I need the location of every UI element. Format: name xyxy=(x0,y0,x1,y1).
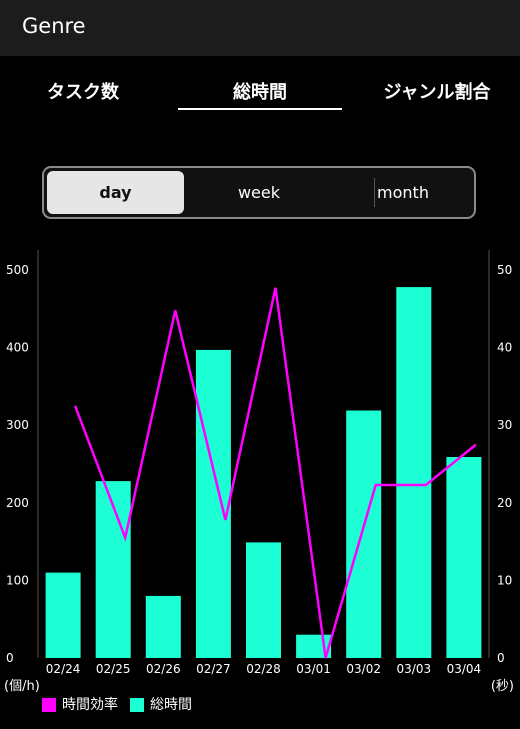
bar-03-04 xyxy=(446,457,482,658)
left-tick-label: 200 xyxy=(6,496,29,510)
bar-03-02 xyxy=(346,410,382,658)
x-tick-label: 02/28 xyxy=(246,662,281,676)
x-tick-label: 03/02 xyxy=(346,662,381,676)
x-tick-label: 03/01 xyxy=(296,662,331,676)
right-tick-label: 30 xyxy=(497,418,512,432)
legend-label-line: 時間効率 xyxy=(62,697,118,713)
tab-total-time[interactable]: 総時間 xyxy=(233,82,287,103)
legend-swatch-line xyxy=(42,698,56,712)
legend-item-line: 時間効率 xyxy=(42,694,118,714)
x-axis-ticks: 02/24 02/25 02/26 02/27 02/28 03/01 03/02 03/03… xyxy=(46,662,481,676)
left-tick-label: 0 xyxy=(6,651,14,665)
legend-item-bar: 総時間 xyxy=(130,694,192,714)
x-tick-label: 02/24 xyxy=(46,662,81,676)
right-tick-label: 50 xyxy=(497,263,512,277)
segment-divider xyxy=(374,178,375,207)
x-tick-label: 02/27 xyxy=(196,662,231,676)
left-tick-label: 300 xyxy=(6,418,29,432)
tab-genre-ratio[interactable]: ジャンル割合 xyxy=(383,82,491,103)
bar-02-28 xyxy=(246,542,281,658)
line-series xyxy=(73,287,477,659)
left-axis-ticks: 0 100 200 300 400 500 xyxy=(6,263,29,665)
tab-bar: タスク数 総時間 ジャンル割合 xyxy=(0,56,520,126)
x-tick-label: 03/03 xyxy=(397,662,432,676)
right-axis-ticks: 0 10 20 30 40 50 xyxy=(497,263,512,665)
right-tick-label: 10 xyxy=(497,573,512,587)
left-tick-label: 100 xyxy=(6,573,29,587)
tab-task-count[interactable]: タスク数 xyxy=(47,82,119,103)
x-tick-label: 02/25 xyxy=(96,662,131,676)
bar-02-27 xyxy=(195,349,231,658)
bar-02-26 xyxy=(145,595,181,658)
bar-02-25 xyxy=(95,481,131,658)
right-tick-label: 20 xyxy=(497,496,512,510)
right-axis-unit: (秒) xyxy=(491,679,514,694)
segment-month[interactable]: month xyxy=(377,183,429,202)
page-title: Genre xyxy=(22,14,86,38)
x-tick-label: 02/26 xyxy=(146,662,181,676)
x-tick-label: 03/04 xyxy=(447,662,482,676)
period-segmented-control: day week month xyxy=(42,166,476,219)
segment-day[interactable]: day xyxy=(47,171,184,214)
legend-swatch-bar xyxy=(130,698,144,712)
right-tick-label: 40 xyxy=(497,341,512,355)
bar-03-03 xyxy=(396,287,432,658)
legend-label-bar: 総時間 xyxy=(150,697,192,713)
bar-series xyxy=(45,287,482,658)
segment-week[interactable]: week xyxy=(237,183,281,202)
header-bar: Genre xyxy=(0,0,520,56)
left-tick-label: 500 xyxy=(6,263,29,277)
left-tick-label: 400 xyxy=(6,341,29,355)
bar-02-24 xyxy=(45,572,81,658)
tab-selected-indicator xyxy=(178,108,342,110)
right-tick-label: 0 xyxy=(497,651,505,665)
left-axis-unit: (個/h) xyxy=(4,679,40,694)
